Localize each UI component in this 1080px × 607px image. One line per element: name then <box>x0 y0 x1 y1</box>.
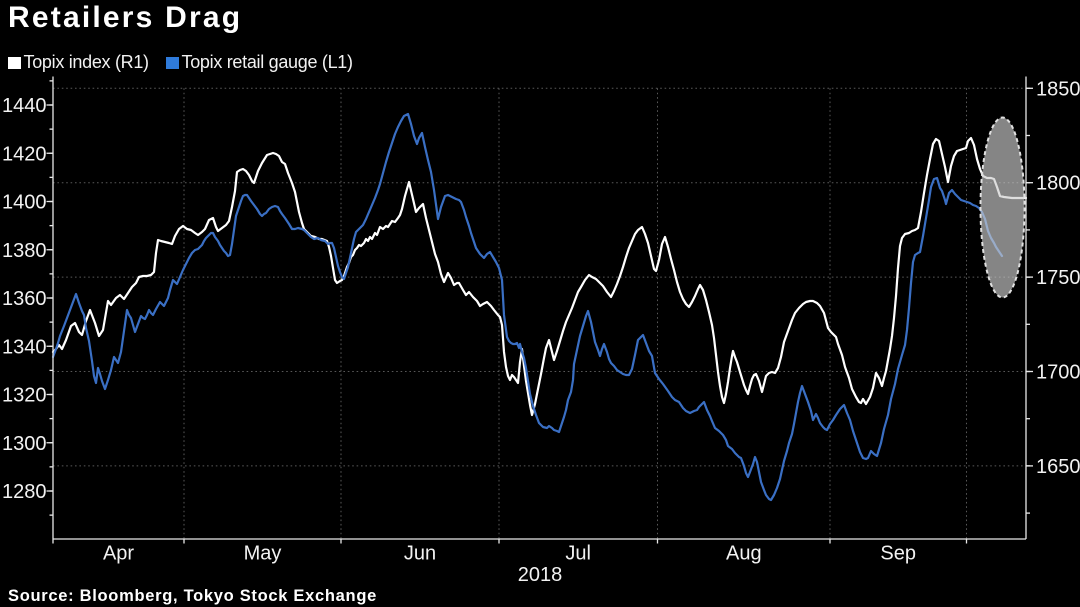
svg-text:1360: 1360 <box>2 288 47 310</box>
svg-text:1340: 1340 <box>2 336 47 358</box>
svg-text:Apr: Apr <box>103 543 134 565</box>
svg-text:1700: 1700 <box>1036 362 1080 384</box>
svg-text:1320: 1320 <box>2 385 47 407</box>
svg-text:1650: 1650 <box>1036 456 1080 478</box>
svg-text:Sep: Sep <box>880 543 916 565</box>
svg-text:1300: 1300 <box>2 433 47 455</box>
svg-text:1380: 1380 <box>2 240 47 262</box>
svg-text:May: May <box>244 543 282 565</box>
svg-text:1400: 1400 <box>2 192 47 214</box>
svg-text:1280: 1280 <box>2 481 47 503</box>
svg-text:1850: 1850 <box>1036 78 1080 100</box>
svg-text:Aug: Aug <box>726 543 762 565</box>
svg-text:Jun: Jun <box>404 543 436 565</box>
svg-text:1440: 1440 <box>2 95 47 117</box>
svg-text:1800: 1800 <box>1036 173 1080 195</box>
svg-text:2018: 2018 <box>518 564 563 586</box>
svg-text:1750: 1750 <box>1036 267 1080 289</box>
svg-text:1420: 1420 <box>2 143 47 165</box>
svg-text:Jul: Jul <box>565 543 591 565</box>
